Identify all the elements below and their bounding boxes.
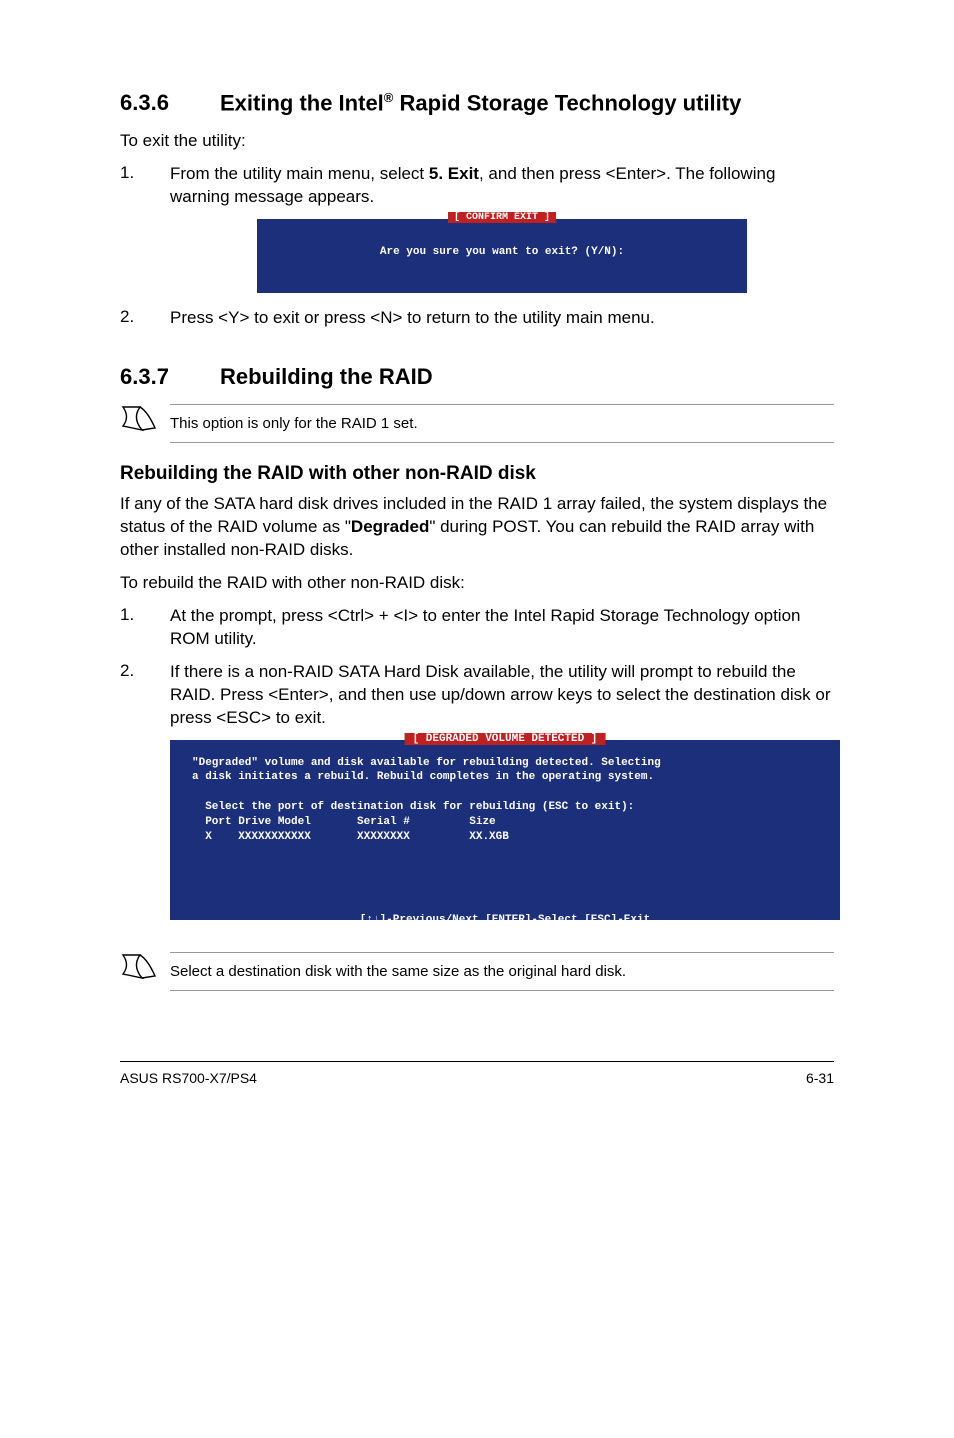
step-text: Press <Y> to exit or press <N> to return… [170, 307, 655, 330]
section-637-number: 6.3.7 [120, 364, 220, 390]
note-text: Select a destination disk with the same … [170, 963, 834, 980]
section-637-step1: 1. At the prompt, press <Ctrl> + <I> to … [120, 605, 834, 651]
note-icon [120, 952, 158, 982]
section-636-heading: 6.3.6Exiting the Intel® Rapid Storage Te… [120, 90, 834, 116]
step-text: At the prompt, press <Ctrl> + <I> to ent… [170, 605, 834, 651]
degraded-volume-terminal: [ DEGRADED VOLUME DETECTED ] "Degraded" … [170, 740, 840, 920]
step-text: If there is a non-RAID SATA Hard Disk av… [170, 661, 834, 730]
section-636-title-sup: ® [384, 90, 394, 105]
step-text: From the utility main menu, select 5. Ex… [170, 163, 834, 209]
note-text: This option is only for the RAID 1 set. [170, 415, 834, 432]
page-footer: ASUS RS700-X7/PS4 6-31 [120, 1061, 834, 1086]
degraded-content: "Degraded" volume and disk available for… [172, 742, 838, 845]
section-637-subheading: Rebuilding the RAID with other non-RAID … [120, 463, 834, 485]
confirm-exit-content: Are you sure you want to exit? (Y/N): [260, 222, 744, 258]
step-number: 2. [120, 307, 170, 330]
note-row-2: Select a destination disk with the same … [120, 952, 834, 991]
footer-right: 6-31 [806, 1070, 834, 1086]
section-637-para1: If any of the SATA hard disk drives incl… [120, 493, 834, 562]
section-637-step2: 2. If there is a non-RAID SATA Hard Disk… [120, 661, 834, 730]
degraded-banner: [ DEGRADED VOLUME DETECTED ] [405, 733, 606, 745]
section-637-title: Rebuilding the RAID [220, 364, 433, 389]
section-636-number: 6.3.6 [120, 90, 220, 116]
section-636-title-post: Rapid Storage Technology utility [393, 90, 741, 115]
section-636-intro: To exit the utility: [120, 130, 834, 153]
footer-left: ASUS RS700-X7/PS4 [120, 1070, 257, 1086]
section-637-heading: 6.3.7Rebuilding the RAID [120, 364, 834, 390]
note-icon [120, 404, 158, 434]
section-636-step2: 2. Press <Y> to exit or press <N> to ret… [120, 307, 834, 330]
section-636-step1: 1. From the utility main menu, select 5.… [120, 163, 834, 209]
step-number: 2. [120, 661, 170, 730]
step-number: 1. [120, 163, 170, 209]
note-row-1: This option is only for the RAID 1 set. [120, 404, 834, 443]
confirm-exit-banner: [ CONFIRM EXIT ] [448, 212, 556, 223]
degraded-footer: [↑↓]-Previous/Next [ENTER]-Select [ESC]-… [172, 914, 838, 926]
step-number: 1. [120, 605, 170, 651]
section-637-para2: To rebuild the RAID with other non-RAID … [120, 572, 834, 595]
confirm-exit-terminal: [ CONFIRM EXIT ] Are you sure you want t… [257, 219, 747, 293]
section-636-title-pre: Exiting the Intel [220, 90, 384, 115]
